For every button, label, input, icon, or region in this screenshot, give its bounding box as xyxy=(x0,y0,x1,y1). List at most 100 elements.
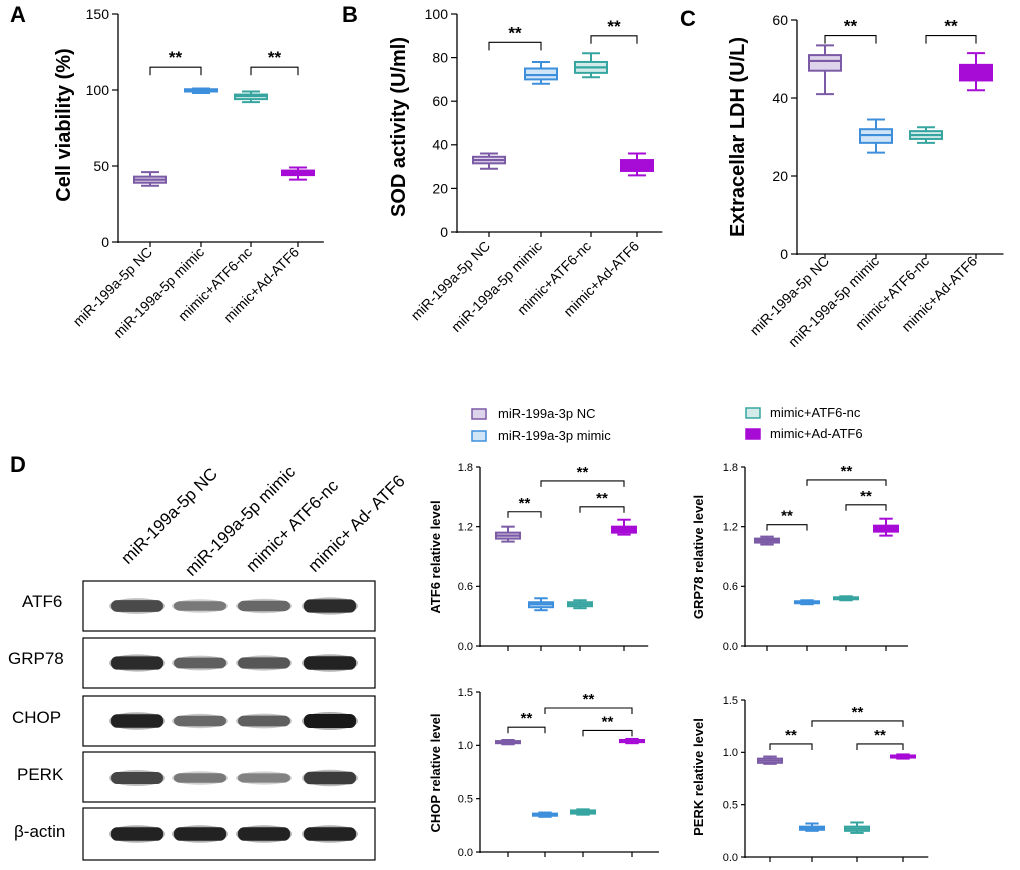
blot-band xyxy=(238,827,290,841)
box-nc xyxy=(495,525,521,543)
blot-band xyxy=(111,656,163,670)
blot-row-label: ATF6 xyxy=(22,592,62,611)
chart-a: 0 50 100 150 ** ** xyxy=(86,6,324,250)
box-body xyxy=(808,54,842,72)
box-mimic xyxy=(859,118,893,154)
y-tick-label: 0 xyxy=(780,246,788,262)
chart-b: 0 20 40 60 80 100 ** ** xyxy=(425,6,663,240)
significance-label: ** xyxy=(841,463,853,480)
box-atf6nc xyxy=(234,90,268,104)
charts-layer: 0 50 100 150 ** ** 0 20 40 60 80 100 ** ** 0 20 40 60 ** **… xyxy=(86,6,1004,864)
box-adatf6 xyxy=(619,737,645,745)
y-tick-label: 60 xyxy=(432,93,448,109)
blot-band xyxy=(174,827,226,841)
y-tick-label: 0 xyxy=(440,224,448,240)
y-tick-label: 1.0 xyxy=(458,740,473,752)
y-tick-label: 0.0 xyxy=(723,641,738,653)
significance-label: ** xyxy=(844,17,858,36)
ylabel-chart-c: Extracellar LDH (U/L) xyxy=(727,37,749,237)
significance-label: ** xyxy=(596,490,608,507)
box-nc xyxy=(495,739,521,746)
blot-band xyxy=(238,657,290,669)
legend-left: miR-199a-3p NC miR-199a-3p mimic xyxy=(471,406,611,443)
y-tick-label: 150 xyxy=(86,6,110,22)
significance-bracket xyxy=(579,506,625,513)
y-tick-label: 0.5 xyxy=(458,794,473,806)
chart-d-grp78: 0.0 0.6 1.2 1.8 ** ** ** xyxy=(723,462,908,653)
box-adatf6 xyxy=(873,517,899,537)
blot-band xyxy=(238,600,290,612)
blot-band xyxy=(111,714,163,728)
chart-c: 0 20 40 60 ** ** xyxy=(772,12,1004,262)
significance-label: ** xyxy=(781,508,793,525)
significance-label: ** xyxy=(607,17,621,36)
ylabel-chart-grp78: GRP78 relative level xyxy=(691,495,706,619)
significance-bracket xyxy=(769,743,813,750)
legend-label: miR-199a-3p mimic xyxy=(498,428,611,443)
significance-bracket xyxy=(149,66,202,76)
y-tick-label: 1.8 xyxy=(723,462,738,474)
blot-band xyxy=(238,773,290,783)
significance-label: ** xyxy=(508,23,522,42)
legend-label: mimic+Ad-ATF6 xyxy=(770,426,863,441)
significance-label: ** xyxy=(602,713,614,730)
panel-label-c: C xyxy=(680,6,696,31)
box-body xyxy=(959,63,993,82)
box-nc xyxy=(754,535,780,546)
blot-band xyxy=(111,772,163,784)
box-adatf6 xyxy=(281,166,315,181)
ylabel-chart-perk: PERK relative level xyxy=(691,718,706,836)
y-tick-label: 100 xyxy=(86,82,110,98)
box-adatf6 xyxy=(890,753,916,760)
y-tick-label: 100 xyxy=(425,6,449,22)
legend-label: miR-199a-3p NC xyxy=(498,406,596,421)
y-tick-label: 20 xyxy=(432,180,448,196)
significance-bracket xyxy=(806,479,887,486)
blot-band xyxy=(304,599,356,613)
chart-d-chop: 0.0 0.5 1.0 1.5 ** ** ** xyxy=(458,687,659,859)
y-tick-label: 40 xyxy=(772,90,788,106)
significance-label: ** xyxy=(577,464,589,481)
y-tick-label: 40 xyxy=(432,137,448,153)
box-mimic xyxy=(794,599,820,606)
blot-row-label: PERK xyxy=(17,765,64,784)
box-nc xyxy=(133,171,167,187)
significance-label: ** xyxy=(785,727,797,744)
legend-item: mimic+ATF6-nc xyxy=(745,405,861,420)
box-adatf6 xyxy=(611,518,637,536)
blot-row-label: GRP78 xyxy=(8,649,64,668)
significance-bracket xyxy=(766,524,808,531)
significance-label: ** xyxy=(874,727,886,744)
significance-bracket xyxy=(507,511,542,518)
blot-band xyxy=(174,657,226,669)
significance-bracket xyxy=(811,720,904,727)
significance-bracket xyxy=(544,707,633,714)
legend-item: miR-199a-3p mimic xyxy=(471,428,611,443)
blot-band xyxy=(111,827,163,841)
significance-label: ** xyxy=(944,17,958,36)
y-tick-label: 1.5 xyxy=(458,687,473,699)
y-tick-label: 0.0 xyxy=(723,852,738,864)
blot-band xyxy=(304,656,356,670)
significance-bracket xyxy=(582,729,633,737)
y-tick-label: 50 xyxy=(93,158,109,174)
blot-band xyxy=(174,715,226,727)
box-atf6nc xyxy=(909,126,943,144)
categories-chart-c: miR-199a-5p NC miR-199a-5p mimic mimic+A… xyxy=(747,253,981,350)
ylabel-chart-b: SOD activity (U/ml) xyxy=(388,37,410,217)
box-mimic xyxy=(532,811,558,818)
significance-label: ** xyxy=(852,704,864,721)
significance-label: ** xyxy=(268,48,282,67)
categories-chart-a: miR-199a-5p NC miR-199a-5p mimic mimic+A… xyxy=(70,244,303,341)
significance-bracket xyxy=(250,66,299,76)
y-tick-label: 1.2 xyxy=(458,522,473,534)
significance-label: ** xyxy=(519,495,531,512)
blot-band xyxy=(304,771,356,785)
legend-swatch xyxy=(745,407,761,419)
legend-item: miR-199a-3p NC xyxy=(471,406,596,421)
categories-chart-b: miR-199a-5p NC miR-199a-5p mimic mimic+A… xyxy=(408,238,643,335)
significance-label: ** xyxy=(583,691,595,708)
panel-label-a: A xyxy=(10,2,26,27)
blot-band xyxy=(304,714,356,728)
